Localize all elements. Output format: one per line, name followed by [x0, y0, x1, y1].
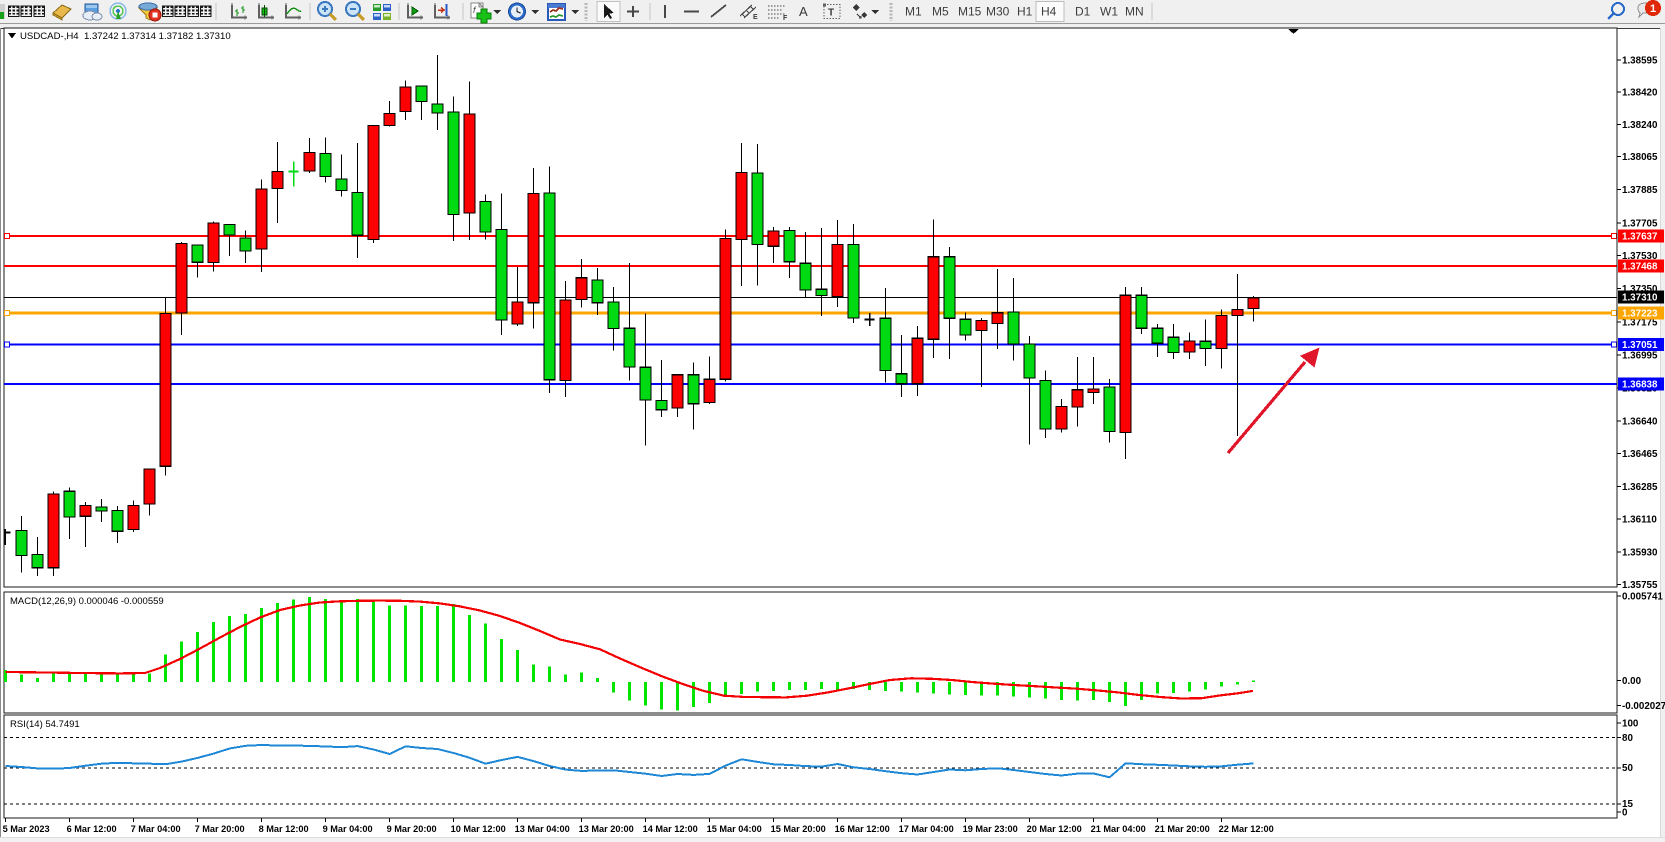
svg-text:1.37175: 1.37175: [1622, 317, 1658, 328]
svg-text:20 Mar 12:00: 20 Mar 12:00: [1027, 824, 1082, 834]
svg-text:1.37223: 1.37223: [1622, 308, 1658, 319]
svg-text:21 Mar 20:00: 21 Mar 20:00: [1155, 824, 1210, 834]
svg-text:1.37637: 1.37637: [1622, 231, 1658, 242]
svg-text:MN: MN: [1125, 5, 1144, 19]
svg-text:21 Mar 04:00: 21 Mar 04:00: [1091, 824, 1146, 834]
svg-text:RSI(14) 54.7491: RSI(14) 54.7491: [10, 719, 80, 730]
svg-text:M30: M30: [986, 5, 1010, 19]
svg-text:13 Mar 20:00: 13 Mar 20:00: [579, 824, 634, 834]
svg-text:1.37885: 1.37885: [1622, 185, 1658, 196]
svg-text:1.35930: 1.35930: [1622, 547, 1658, 558]
svg-text:1.38065: 1.38065: [1622, 152, 1658, 163]
svg-text:10 Mar 12:00: 10 Mar 12:00: [451, 824, 506, 834]
svg-text:1.38240: 1.38240: [1622, 120, 1658, 131]
svg-text:8 Mar 12:00: 8 Mar 12:00: [259, 824, 309, 834]
svg-text:15 Mar 20:00: 15 Mar 20:00: [771, 824, 826, 834]
svg-text:7 Mar 20:00: 7 Mar 20:00: [195, 824, 245, 834]
svg-text:0.00: 0.00: [1622, 676, 1642, 687]
svg-text:MACD(12,26,9) 0.000046 -0.0005: MACD(12,26,9) 0.000046 -0.000559: [10, 596, 164, 607]
svg-text:22 Mar 12:00: 22 Mar 12:00: [1219, 824, 1274, 834]
svg-text:E: E: [753, 14, 758, 21]
svg-text:17 Mar 04:00: 17 Mar 04:00: [899, 824, 954, 834]
svg-text:F: F: [783, 15, 788, 22]
svg-text:80: 80: [1622, 733, 1633, 744]
svg-text:9 Mar 04:00: 9 Mar 04:00: [323, 824, 373, 834]
svg-text:1.37310: 1.37310: [1622, 292, 1658, 303]
svg-text:1: 1: [1650, 3, 1656, 15]
svg-text:USDCAD-,H4 1.37242 1.37314 1.: USDCAD-,H4 1.37242 1.37314 1.37182 1.373…: [20, 31, 231, 42]
svg-text:-0.002027: -0.002027: [1622, 701, 1665, 712]
svg-text:1.36110: 1.36110: [1622, 514, 1657, 525]
svg-text:15: 15: [1622, 799, 1633, 810]
svg-text:1.36995: 1.36995: [1622, 350, 1658, 361]
svg-text:1.37530: 1.37530: [1622, 251, 1658, 262]
svg-text:5 Mar 2023: 5 Mar 2023: [3, 824, 50, 834]
svg-text:16 Mar 12:00: 16 Mar 12:00: [835, 824, 890, 834]
svg-text:0.005741: 0.005741: [1622, 591, 1663, 602]
svg-text:A: A: [799, 4, 808, 19]
svg-text:1.38595: 1.38595: [1622, 55, 1658, 66]
svg-text:0: 0: [1622, 807, 1628, 818]
svg-text:1.38420: 1.38420: [1622, 87, 1658, 98]
svg-text:13 Mar 04:00: 13 Mar 04:00: [515, 824, 570, 834]
svg-text:1.37051: 1.37051: [1622, 340, 1658, 351]
svg-text:1.36640: 1.36640: [1622, 416, 1658, 427]
svg-text:19 Mar 23:00: 19 Mar 23:00: [963, 824, 1018, 834]
svg-text:1.37705: 1.37705: [1622, 218, 1658, 229]
svg-text:W1: W1: [1100, 5, 1118, 19]
svg-text:1.36465: 1.36465: [1622, 449, 1658, 460]
svg-text:1.37350: 1.37350: [1622, 284, 1658, 295]
svg-text:f: f: [473, 5, 477, 15]
svg-text:1.37468: 1.37468: [1622, 261, 1658, 272]
svg-text:14 Mar 12:00: 14 Mar 12:00: [643, 824, 698, 834]
svg-text:H4: H4: [1041, 5, 1057, 19]
svg-text:6 Mar 12:00: 6 Mar 12:00: [67, 824, 117, 834]
svg-text:M15: M15: [958, 5, 982, 19]
svg-text:M5: M5: [932, 5, 949, 19]
svg-text:H1: H1: [1017, 5, 1033, 19]
svg-text:15 Mar 04:00: 15 Mar 04:00: [707, 824, 762, 834]
svg-text:M1: M1: [905, 5, 922, 19]
svg-text:T: T: [828, 8, 834, 19]
svg-text:1.36838: 1.36838: [1622, 379, 1658, 390]
svg-text:7 Mar 04:00: 7 Mar 04:00: [131, 824, 181, 834]
svg-text:1.35755: 1.35755: [1622, 580, 1658, 591]
svg-text:1.36285: 1.36285: [1622, 482, 1658, 493]
svg-text:100: 100: [1622, 718, 1639, 729]
svg-text:D1: D1: [1075, 5, 1091, 19]
svg-text:9 Mar 20:00: 9 Mar 20:00: [387, 824, 437, 834]
svg-text:50: 50: [1622, 763, 1633, 774]
